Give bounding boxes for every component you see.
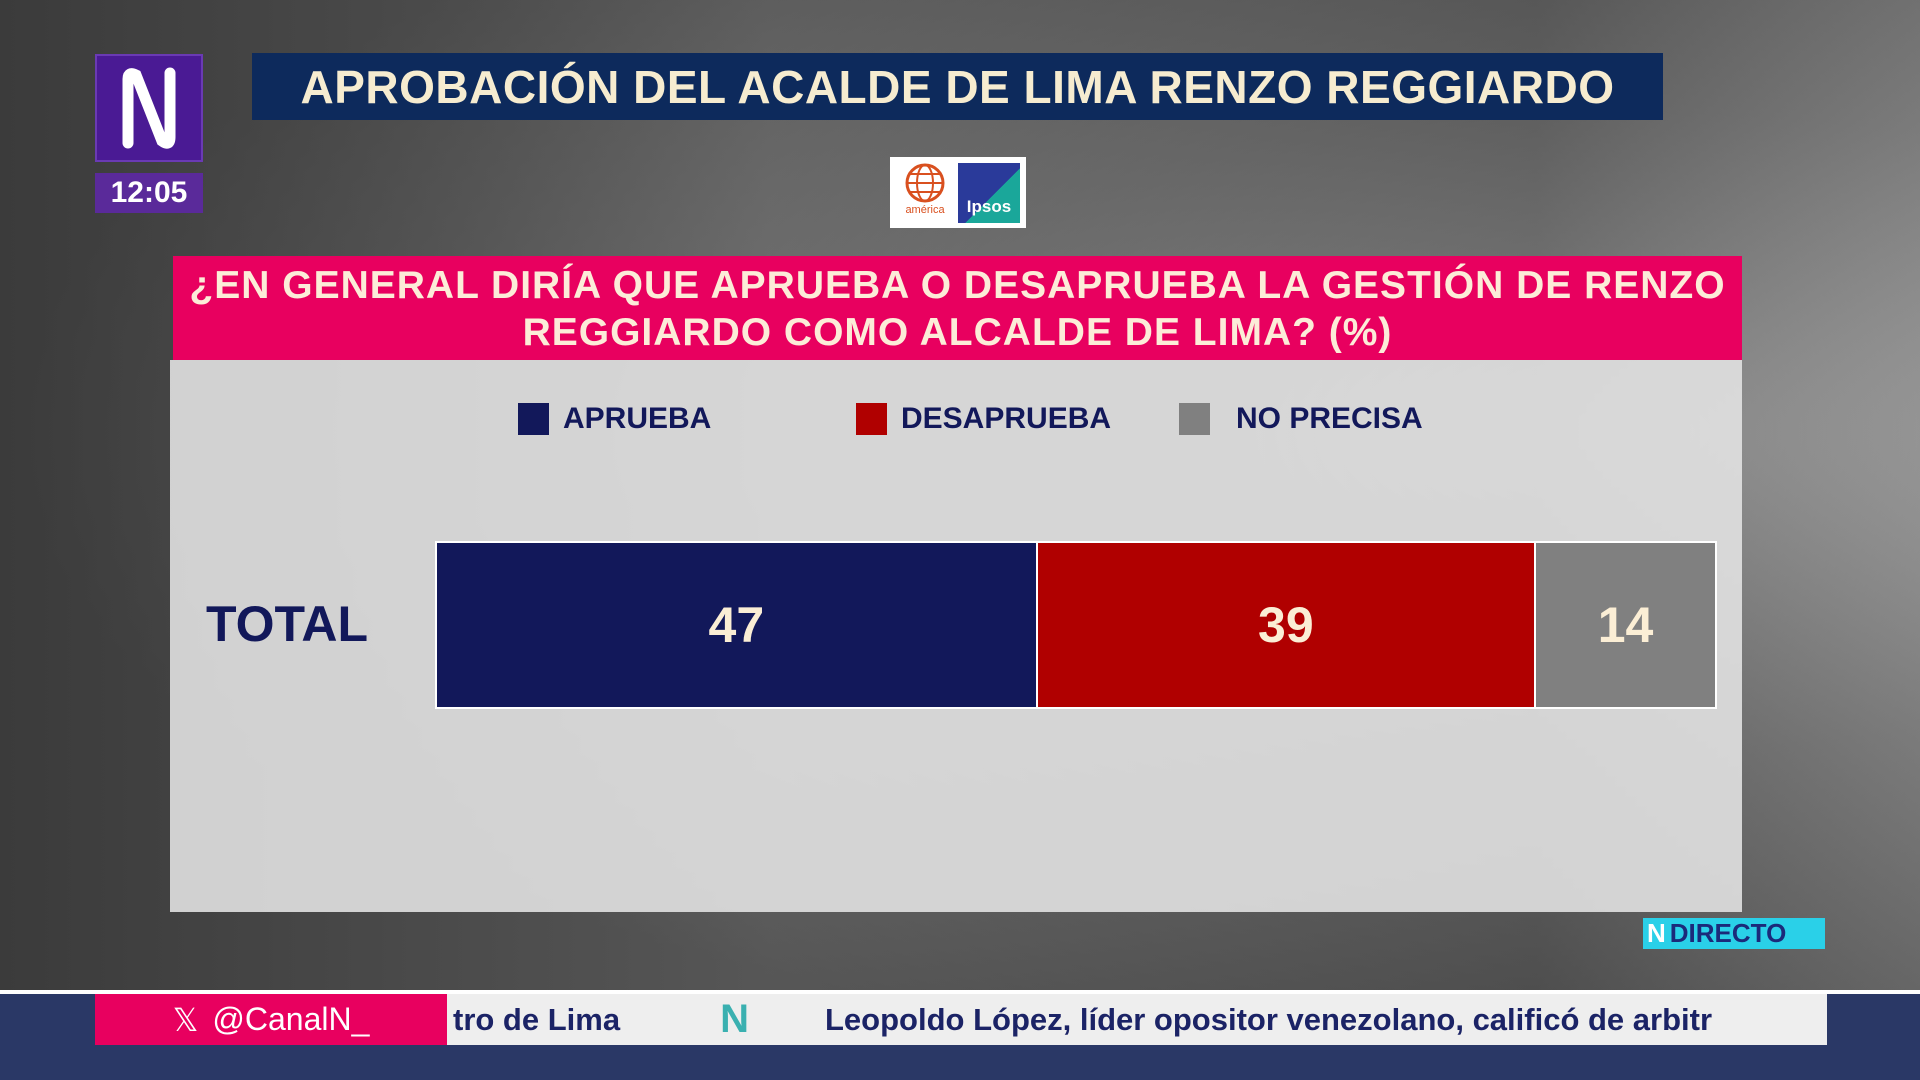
ipsos-logo: Ipsos — [958, 162, 1020, 223]
legend-swatch — [856, 403, 887, 435]
sources-logos: américa Ipsos — [890, 157, 1026, 228]
legend-item-desaprueba: DESAPRUEBA — [856, 402, 1111, 436]
legend-item-aprueba: APRUEBA — [518, 402, 711, 436]
data-label: 14 — [1597, 597, 1654, 653]
handle-label: @CanalN_ — [212, 1001, 370, 1037]
bar-segment-no-precisa: 14 — [1536, 543, 1715, 707]
chart-title: ¿EN GENERAL DIRÍA QUE APRUEBA O DESAPRUE… — [173, 256, 1742, 360]
data-label: 47 — [708, 597, 765, 653]
ticker-text: Leopoldo López, líder opositor venezolan… — [824, 1001, 1713, 1037]
legend-label: APRUEBA — [563, 402, 712, 435]
globe-icon — [905, 163, 945, 202]
twitter-handle: 𝕏 @CanalN_ — [95, 994, 447, 1045]
x-icon: 𝕏 — [172, 1001, 199, 1038]
n-separator-icon: N — [720, 997, 749, 1041]
legend-label: NO PRECISA — [1236, 402, 1423, 435]
n-logo-icon: N — [1647, 918, 1666, 948]
stacked-bar: 47 39 14 — [435, 541, 1717, 709]
america-label: américa — [905, 203, 945, 216]
headline-title: APROBACIÓN DEL ACALDE DE LIMA RENZO REGG… — [252, 53, 1663, 120]
divider — [0, 990, 1920, 994]
legend-item-no-precisa: NO PRECISA — [1179, 402, 1423, 436]
ticker-previous-text: tro de Lima — [453, 1001, 621, 1037]
n-logo-icon — [122, 67, 176, 149]
bar-segment-aprueba: 47 — [437, 543, 1038, 707]
bar-segment-desaprueba: 39 — [1037, 543, 1537, 707]
america-logo: américa — [896, 162, 954, 224]
live-label: DIRECTO — [1669, 918, 1787, 948]
canal-n-logo — [95, 54, 203, 162]
live-badge: N DIRECTO — [1643, 918, 1825, 949]
legend-swatch — [1179, 403, 1210, 435]
news-ticker: 𝕏 @CanalN_ tro de Lima N Leopoldo López, … — [95, 994, 1827, 1045]
category-label: TOTAL — [206, 596, 369, 652]
legend-label: DESAPRUEBA — [901, 402, 1112, 435]
clock: 12:05 — [95, 173, 203, 213]
data-label: 39 — [1258, 597, 1314, 653]
legend-swatch — [518, 403, 549, 435]
